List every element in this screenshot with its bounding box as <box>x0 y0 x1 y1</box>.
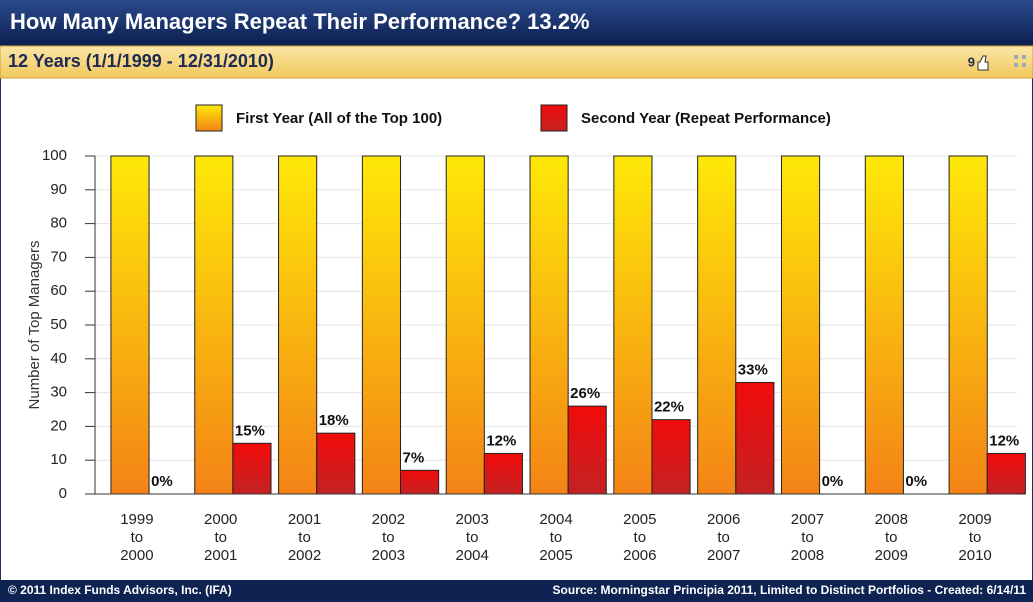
x-tick-label: to <box>214 529 227 546</box>
bar <box>651 419 691 495</box>
x-tick-label: to <box>382 529 395 546</box>
x-tick-label: to <box>969 529 982 546</box>
data-label: 12% <box>486 432 516 449</box>
y-tick-label: 20 <box>50 417 67 434</box>
chart-subtitle: 12 Years (1/1/1999 - 12/31/2010) <box>8 51 274 71</box>
x-tick-label: 2002 <box>288 547 321 564</box>
bar <box>697 155 737 495</box>
footer-left: © 2011 Index Funds Advisors, Inc. (IFA) <box>8 583 232 597</box>
x-tick-label: 2005 <box>539 547 572 564</box>
bar <box>483 452 523 495</box>
x-tick-label: 2000 <box>120 547 153 564</box>
data-label: 7% <box>403 449 425 466</box>
x-tick-label: 2010 <box>958 547 991 564</box>
like-icon[interactable] <box>977 55 989 71</box>
x-tick-label: 2008 <box>875 511 908 528</box>
x-tick-label: 2007 <box>791 511 824 528</box>
y-tick-label: 10 <box>50 451 67 468</box>
x-tick-label: 2009 <box>958 511 991 528</box>
y-tick-label: 50 <box>50 316 67 333</box>
bar <box>232 442 272 495</box>
x-tick-label: 2004 <box>539 511 572 528</box>
data-label: 0% <box>905 473 927 490</box>
x-tick-label: 2003 <box>455 511 488 528</box>
bar <box>567 405 607 495</box>
chart-title: How Many Managers Repeat Their Performan… <box>10 9 590 34</box>
bar <box>194 155 234 495</box>
x-tick-label: 2006 <box>623 547 656 564</box>
title-bar <box>0 0 1033 46</box>
y-tick-label: 0 <box>59 485 67 502</box>
x-tick-label: 2007 <box>707 547 740 564</box>
legend-label: Second Year (Repeat Performance) <box>581 110 831 127</box>
x-tick-label: to <box>131 529 144 546</box>
bar <box>735 381 775 495</box>
x-tick-label: 2005 <box>623 511 656 528</box>
x-tick-label: 2002 <box>372 511 405 528</box>
bar <box>780 155 821 495</box>
x-tick-label: 1999 <box>120 511 153 528</box>
legend-label: First Year (All of the Top 100) <box>236 110 442 127</box>
subtitle-bar <box>0 45 1033 79</box>
bar <box>613 155 653 495</box>
y-tick-label: 90 <box>50 181 67 198</box>
bar <box>948 155 988 495</box>
data-label: 15% <box>235 422 265 439</box>
x-tick-label: 2008 <box>791 547 824 564</box>
x-tick-label: to <box>466 529 479 546</box>
y-tick-label: 40 <box>50 350 67 367</box>
bar <box>529 155 569 495</box>
data-label: 12% <box>989 432 1019 449</box>
bar <box>316 432 356 495</box>
data-label: 0% <box>822 473 844 490</box>
x-tick-label: to <box>634 529 647 546</box>
x-tick-label: 2001 <box>204 547 237 564</box>
bar <box>361 155 402 495</box>
x-tick-label: to <box>717 529 730 546</box>
y-tick-label: 100 <box>42 147 67 164</box>
y-axis-label: Number of Top Managers <box>26 241 43 410</box>
x-tick-label: 2004 <box>455 547 488 564</box>
expand-icon[interactable] <box>1014 55 1026 67</box>
legend-swatch <box>540 104 568 132</box>
x-tick-label: to <box>801 529 814 546</box>
data-label: 0% <box>151 473 173 490</box>
legend-swatch <box>195 104 223 132</box>
x-tick-label: 2009 <box>875 547 908 564</box>
data-label: 22% <box>654 399 684 416</box>
bar <box>986 452 1026 495</box>
data-label: 26% <box>570 385 600 402</box>
bar <box>445 155 485 495</box>
bar <box>110 155 150 495</box>
data-label: 33% <box>738 361 768 378</box>
x-tick-label: to <box>298 529 311 546</box>
footer-right: Source: Morningstar Principia 2011, Limi… <box>553 583 1027 597</box>
y-tick-label: 80 <box>50 215 67 232</box>
x-tick-label: 2006 <box>707 511 740 528</box>
like-count: 9 <box>968 54 975 69</box>
y-tick-label: 70 <box>50 248 67 265</box>
bar <box>278 155 318 495</box>
data-label: 18% <box>319 412 349 429</box>
y-tick-label: 30 <box>50 384 67 401</box>
y-tick-label: 60 <box>50 282 67 299</box>
x-tick-label: 2000 <box>204 511 237 528</box>
bar <box>400 469 440 495</box>
footer-bar <box>0 580 1033 602</box>
x-tick-label: to <box>550 529 563 546</box>
x-tick-label: to <box>885 529 898 546</box>
x-tick-label: 2003 <box>372 547 405 564</box>
bar <box>864 155 904 495</box>
x-tick-label: 2001 <box>288 511 321 528</box>
